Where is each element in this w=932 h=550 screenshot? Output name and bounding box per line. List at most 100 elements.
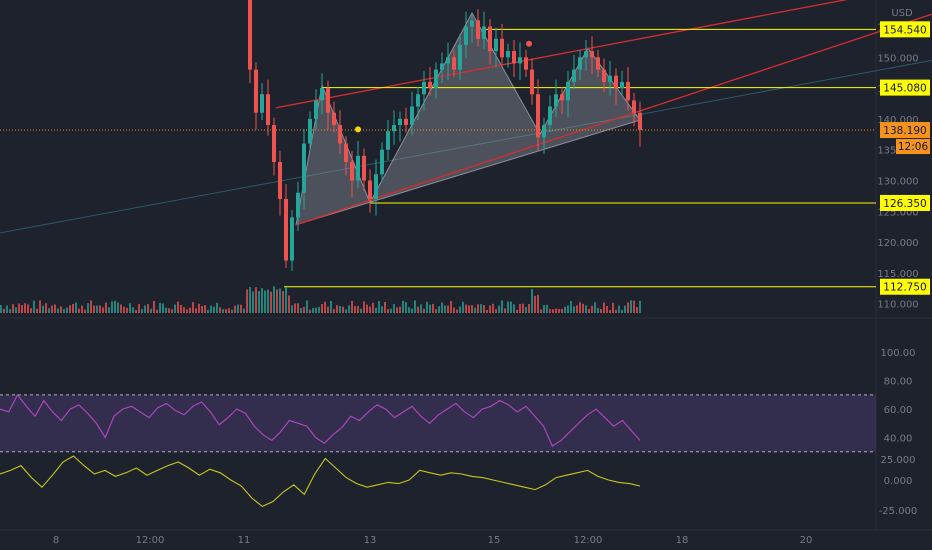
candle-body[interactable] (386, 131, 390, 150)
volume-bar (402, 300, 404, 313)
volume-bar (180, 305, 182, 313)
candle-body[interactable] (596, 57, 600, 70)
candle-body[interactable] (566, 81, 570, 101)
rsi-line[interactable] (0, 393, 641, 447)
volume-bar (267, 289, 269, 313)
volume-bar (309, 309, 311, 313)
candle-body[interactable] (632, 100, 636, 113)
candle-body[interactable] (536, 94, 540, 138)
lower-channel-line[interactable] (295, 13, 932, 226)
candle-body[interactable] (290, 217, 294, 261)
volume-bar (99, 305, 101, 313)
volume-bar (468, 305, 470, 313)
volume-bar (78, 308, 80, 313)
volume-bar (561, 308, 563, 313)
candle-body[interactable] (308, 118, 312, 144)
candle-body[interactable] (350, 162, 354, 181)
candle-body[interactable] (380, 149, 384, 175)
candle-body[interactable] (590, 51, 594, 58)
candle-body[interactable] (278, 162, 282, 199)
upper-channel-line[interactable] (275, 0, 932, 109)
oscillator-pane[interactable]: 0.000 -25.000 (0, 455, 917, 517)
candle-body[interactable] (422, 81, 426, 95)
candle-body[interactable] (494, 38, 498, 52)
candle-body[interactable] (488, 26, 492, 52)
candle-body[interactable] (404, 118, 408, 126)
volume-bar (624, 305, 626, 313)
candle-body[interactable] (578, 57, 582, 70)
volume-bar (501, 300, 503, 313)
volume-bar (30, 308, 32, 313)
candle-body[interactable] (572, 69, 576, 82)
time-axis[interactable]: 8 12:00 11 13 15 12:00 18 20 (53, 535, 813, 546)
volume-bar (9, 309, 11, 313)
candle-body[interactable] (416, 94, 420, 107)
volume-bar (636, 306, 638, 313)
long-trend-line[interactable] (0, 59, 932, 234)
candle-body[interactable] (248, 0, 252, 70)
volume-bar (591, 305, 593, 313)
candle-body[interactable] (446, 57, 450, 64)
candle-body[interactable] (608, 75, 612, 82)
candle-body[interactable] (530, 69, 534, 95)
candle-body[interactable] (560, 94, 564, 101)
candle-body[interactable] (356, 155, 360, 181)
candle-body[interactable] (284, 198, 288, 261)
candle-body[interactable] (512, 51, 516, 64)
candle-body[interactable] (410, 106, 414, 126)
candle-body[interactable] (470, 20, 474, 27)
candle-body[interactable] (362, 155, 366, 181)
candle-body[interactable] (542, 125, 546, 138)
candle-body[interactable] (620, 81, 624, 89)
candle-body[interactable] (398, 118, 402, 126)
candle-body[interactable] (302, 143, 306, 193)
level-tag-label: 126.350 (883, 198, 926, 210)
candle-body[interactable] (392, 125, 396, 132)
rsi-pane[interactable]: 100.00 80.00 60.00 40.00 25.000 (0, 348, 916, 466)
candle-body[interactable] (500, 38, 504, 58)
candle-body[interactable] (332, 112, 336, 126)
candle-body[interactable] (482, 26, 486, 39)
candle-body[interactable] (638, 112, 642, 130)
candle-body[interactable] (452, 57, 456, 70)
candle-body[interactable] (476, 20, 480, 39)
candle-body[interactable] (602, 69, 606, 82)
candle-body[interactable] (524, 57, 528, 70)
candle-body[interactable] (266, 94, 270, 126)
candle-body[interactable] (260, 94, 264, 113)
candle-body[interactable] (614, 75, 618, 89)
volume-bar (357, 306, 359, 313)
volume-bar (477, 304, 479, 313)
candle-body[interactable] (434, 69, 438, 89)
candle-body[interactable] (374, 174, 378, 199)
price-pane[interactable] (0, 0, 932, 313)
candle-body[interactable] (464, 26, 468, 45)
candle-body[interactable] (338, 125, 342, 144)
candle-body[interactable] (344, 143, 348, 162)
candle-body[interactable] (428, 81, 432, 89)
candle-body[interactable] (554, 94, 558, 107)
candle-body[interactable] (548, 106, 552, 126)
signal-marker[interactable] (526, 40, 532, 47)
volume-bar (54, 304, 56, 313)
candle-body[interactable] (254, 69, 258, 113)
candle-body[interactable] (440, 63, 444, 70)
candle-body[interactable] (626, 81, 630, 101)
candle-body[interactable] (320, 88, 324, 101)
candle-body[interactable] (584, 51, 588, 58)
price-tick-label: 120.000 (877, 238, 918, 249)
volume-bar (492, 303, 494, 313)
last-price-label: 138.190 (883, 125, 926, 137)
candle-body[interactable] (314, 100, 318, 119)
candle-body[interactable] (272, 125, 276, 162)
candle-body[interactable] (296, 192, 300, 218)
candle-body[interactable] (326, 88, 330, 113)
candle-body[interactable] (518, 57, 522, 64)
oscillator-line[interactable] (0, 455, 641, 508)
candle-body[interactable] (506, 51, 510, 58)
candle-body[interactable] (458, 44, 462, 70)
signal-marker[interactable] (355, 126, 361, 133)
candle-body[interactable] (368, 180, 372, 199)
volume-bar (369, 306, 371, 313)
